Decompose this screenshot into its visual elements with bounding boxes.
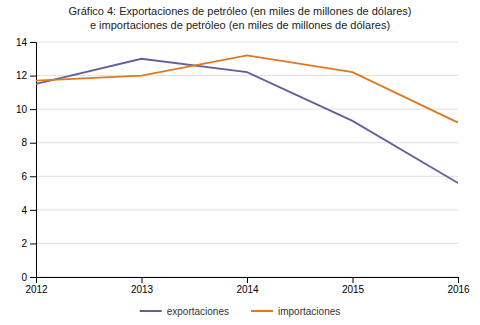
plot-area: 2012 2013 2014 2015 2016 0 2 4 6 8 10 12 14 (16, 37, 470, 295)
grid-line (36, 109, 458, 110)
y-tick: 2 (21, 238, 36, 249)
grid-line (36, 176, 458, 177)
y-tick-mark (30, 243, 36, 244)
y-axis-line (30, 43, 37, 278)
x-tick-label: 2016 (447, 284, 470, 295)
grid (36, 42, 458, 277)
legend-item: exportaciones (140, 306, 229, 317)
x-tick: 2012 (25, 277, 48, 295)
y-tick-mark (30, 42, 36, 43)
x-tick-mark (142, 277, 143, 283)
y-tick: 4 (21, 205, 36, 216)
y-tick: 10 (16, 104, 36, 115)
y-tick: 12 (16, 70, 36, 81)
y-tick: 6 (21, 171, 36, 182)
grid-line (36, 209, 458, 210)
series-group (36, 55, 458, 183)
legend-item: importaciones (251, 306, 340, 317)
y-tick-mark (30, 109, 36, 110)
series-line (36, 55, 458, 122)
y-axis: 0 2 4 6 8 10 12 14 (16, 37, 37, 283)
x-axis-line (37, 278, 459, 284)
y-tick: 0 (21, 272, 36, 283)
legend: exportaciones importaciones (140, 306, 341, 317)
legend-label: importaciones (278, 306, 340, 317)
grid-line (36, 75, 458, 76)
y-tick: 8 (21, 137, 36, 148)
y-tick-label: 12 (16, 70, 28, 81)
x-tick-label: 2015 (342, 284, 365, 295)
legend-label: exportaciones (167, 306, 229, 317)
x-tick: 2015 (342, 277, 365, 295)
x-tick-label: 2012 (25, 284, 48, 295)
title: Gráfico 4: Exportaciones de petróleo (en… (68, 5, 411, 31)
y-tick-mark (30, 277, 36, 278)
y-tick: 14 (16, 37, 36, 48)
x-tick-label: 2014 (236, 284, 259, 295)
y-tick-label: 6 (21, 171, 27, 182)
y-tick-label: 4 (21, 205, 27, 216)
x-axis: 2012 2013 2014 2015 2016 (25, 277, 470, 295)
y-tick-label: 2 (21, 238, 27, 249)
chart: 2012 2013 2014 2015 2016 0 2 4 6 8 10 12 14 Gráfico 4… (0, 0, 480, 325)
y-tick-mark (30, 176, 36, 177)
x-tick-label: 2013 (131, 284, 154, 295)
y-tick-label: 14 (16, 37, 28, 48)
y-tick-mark (30, 76, 36, 77)
y-tick-label: 8 (21, 137, 27, 148)
x-tick: 2013 (131, 277, 154, 295)
x-tick: 2016 (447, 277, 470, 295)
x-tick-mark (353, 277, 354, 283)
y-tick-mark (30, 143, 36, 144)
y-tick-mark (30, 210, 36, 211)
grid-line (36, 243, 458, 244)
x-tick-mark (458, 277, 459, 283)
legend-swatch (251, 310, 273, 312)
y-tick-label: 0 (21, 272, 27, 283)
grid-line (36, 42, 458, 43)
legend-swatch (140, 310, 162, 312)
x-tick: 2014 (236, 277, 259, 295)
x-tick-mark (247, 277, 248, 283)
y-tick-label: 10 (16, 104, 28, 115)
grid-line (36, 142, 458, 143)
